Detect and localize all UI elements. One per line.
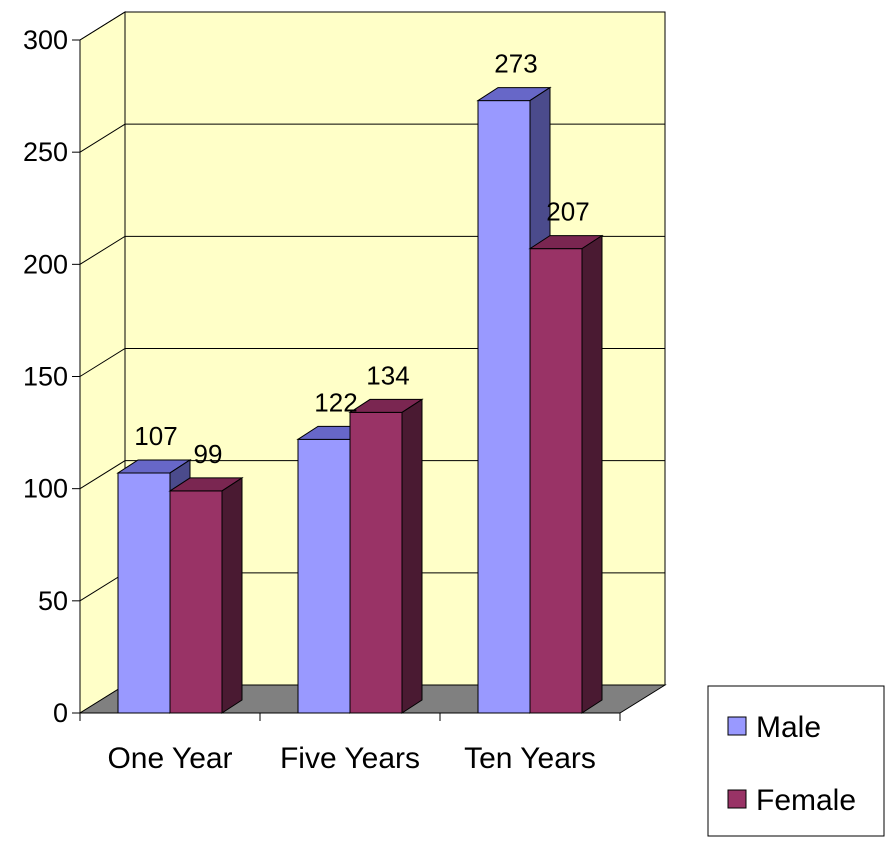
legend: Male Female <box>707 685 885 837</box>
y-tick-label: 300 <box>23 25 68 55</box>
legend-label-female: Female <box>756 784 856 817</box>
bar-male-front <box>477 100 531 714</box>
y-tick-label: 100 <box>23 474 68 504</box>
gridline <box>79 11 665 41</box>
bar-female-side <box>221 476 243 714</box>
legend-label-male: Male <box>756 711 821 744</box>
legend-swatch-female <box>727 789 747 809</box>
data-label: 273 <box>494 49 537 79</box>
bar-female-side <box>581 234 603 714</box>
y-tick-label: 50 <box>38 586 68 616</box>
data-label: 207 <box>546 197 589 227</box>
y-tick-label: 150 <box>23 362 68 392</box>
y-tick-label: 0 <box>53 698 68 728</box>
legend-swatch-male <box>727 716 747 736</box>
bar-female-side <box>401 398 423 714</box>
data-label: 107 <box>134 421 177 451</box>
axes: 0 50 100 150 200 250 300 One Year Five Years Ten … <box>23 25 621 775</box>
bar-female-front <box>529 248 583 714</box>
bar-male-front <box>117 472 171 714</box>
data-labels: 107 99 122 134 273 207 <box>134 49 589 469</box>
legend-box <box>707 685 885 837</box>
x-tick-label: One Year <box>107 742 232 775</box>
data-label: 134 <box>366 360 409 390</box>
y-tick-label: 250 <box>23 137 68 167</box>
x-tick-label: Ten Years <box>464 742 596 775</box>
bar-male-front <box>297 438 351 714</box>
data-label: 99 <box>194 439 223 469</box>
x-tick-label: Five Years <box>280 742 420 775</box>
data-label: 122 <box>314 387 357 417</box>
bar-female-front <box>169 490 223 714</box>
bars <box>116 86 604 714</box>
bar-female-front <box>349 411 403 714</box>
y-tick-label: 200 <box>23 249 68 279</box>
